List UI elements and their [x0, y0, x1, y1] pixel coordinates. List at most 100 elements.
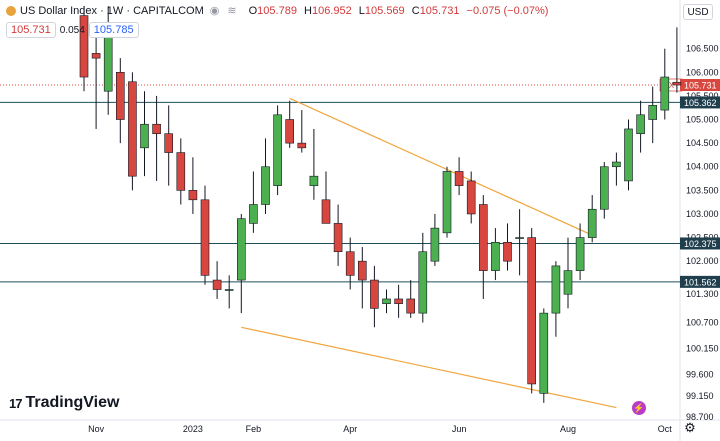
candle-body	[406, 298, 416, 314]
y-tick-label: 99.150	[686, 391, 714, 401]
y-tick-label: 101.300	[686, 289, 719, 299]
x-tick-label: Feb	[246, 424, 262, 434]
candle-body	[152, 123, 161, 134]
y-tick-label: 106.000	[686, 67, 719, 77]
x-tick-label: Oct	[658, 424, 673, 434]
candle-body	[176, 152, 186, 191]
chart-legend: US Dollar Index · 1W · CAPITALCOM ◉ ≋ O1…	[6, 4, 552, 17]
gear-icon[interactable]: ⚙	[684, 420, 696, 435]
symbol-tag-label: DXY	[663, 81, 680, 90]
candle-body	[297, 142, 307, 149]
level-price-tag	[680, 237, 720, 250]
level-price-label: 101.562	[684, 277, 717, 287]
candle-body	[249, 204, 258, 224]
candle-body	[491, 241, 500, 271]
candle-body	[539, 312, 549, 394]
lightning-icon[interactable]: ⚡	[632, 401, 646, 415]
candle-body	[321, 199, 331, 224]
candle-body	[200, 199, 210, 276]
candle-body	[370, 279, 379, 309]
candle-body	[466, 180, 476, 215]
candle-body	[237, 218, 246, 281]
level-price-tag	[680, 96, 720, 109]
candle-body	[636, 114, 645, 134]
candle-body	[430, 227, 440, 262]
level-price-label: 105.362	[684, 98, 717, 108]
y-tick-label: 99.600	[686, 370, 714, 380]
symbol-title[interactable]: US Dollar Index · 1W · CAPITALCOM	[20, 4, 204, 17]
candle-body	[309, 175, 319, 186]
candle-body	[503, 241, 512, 262]
y-tick-label: 105.500	[686, 91, 719, 101]
candle-body	[563, 270, 573, 295]
candle-body	[91, 53, 101, 59]
candle-body	[478, 204, 488, 271]
currency-selector[interactable]: USD	[683, 4, 713, 20]
candle-body	[672, 81, 682, 86]
candle-body	[333, 223, 343, 253]
x-tick-label: Nov	[88, 424, 105, 434]
ohlc-values: O105.789 H106.952 L105.569 C105.731 −0.0…	[248, 4, 549, 17]
trendline	[241, 326, 617, 409]
candle-body	[648, 105, 658, 120]
candle-body	[575, 237, 585, 271]
candle-body	[79, 15, 89, 78]
candle-body	[418, 251, 428, 314]
x-tick-label: Jun	[452, 424, 467, 434]
trade-buttons: 105.731 0.054 105.785	[6, 22, 139, 38]
y-tick-label: 104.000	[686, 162, 719, 172]
candle-body	[140, 123, 149, 149]
spread-value: 0.054	[59, 24, 85, 36]
candle-body	[527, 237, 537, 385]
candle-body	[599, 166, 609, 210]
compare-icon[interactable]: ≋	[227, 5, 237, 17]
level-price-tag	[680, 275, 720, 288]
candle-body	[116, 72, 125, 120]
candle-body	[624, 128, 633, 182]
candle-body	[515, 237, 524, 239]
eye-icon[interactable]: ◉	[209, 5, 220, 17]
y-tick-label: 105.000	[686, 115, 719, 125]
candle-body	[261, 166, 270, 205]
y-tick-label: 100.700	[686, 318, 719, 328]
change-value: −0.075 (−0.07%)	[466, 4, 549, 17]
candle-body	[587, 208, 597, 238]
tradingview-logo[interactable]: 17 TradingView	[9, 394, 120, 411]
last-price-tag	[680, 79, 720, 92]
y-tick-label: 102.000	[686, 256, 719, 266]
y-tick-label: 98.700	[686, 412, 714, 422]
candle-body	[357, 260, 367, 281]
candle-body	[551, 265, 561, 314]
x-tick-label: Apr	[343, 424, 357, 434]
candle-body	[660, 76, 670, 111]
candle-body	[103, 34, 113, 92]
x-tick-label: Aug	[560, 424, 576, 434]
candle-body	[612, 161, 621, 168]
sell-button[interactable]: 105.731	[6, 22, 56, 38]
tv-logo-icon: 17	[9, 395, 23, 411]
y-tick-label: 103.500	[686, 185, 719, 195]
candle-body	[345, 251, 355, 276]
candle-body	[212, 279, 222, 290]
x-tick-label: 2023	[183, 424, 203, 434]
trendline	[289, 97, 593, 236]
y-tick-label: 104.500	[686, 138, 719, 148]
candle-body	[442, 171, 452, 234]
candle-body	[188, 190, 198, 201]
y-tick-label: 100.150	[686, 344, 719, 354]
level-price-label: 102.375	[684, 239, 717, 249]
candle-body	[285, 119, 295, 144]
last-price-label: 105.731	[684, 81, 717, 91]
candle-body	[164, 133, 173, 153]
candle-body	[394, 298, 403, 304]
buy-button[interactable]: 105.785	[88, 22, 139, 38]
candle-body	[454, 171, 464, 186]
candle-body	[273, 114, 282, 186]
candle-body	[224, 289, 234, 291]
candle-body	[128, 81, 137, 177]
y-tick-label: 106.500	[686, 44, 719, 54]
y-tick-label: 103.000	[686, 209, 719, 219]
symbol-flag-icon	[6, 5, 16, 16]
candle-body	[382, 298, 391, 304]
